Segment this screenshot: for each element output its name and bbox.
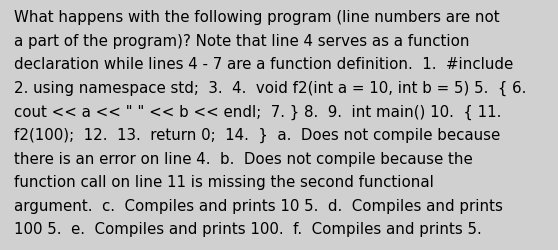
Text: declaration while lines 4 - 7 are a function definition.  1.  #include: declaration while lines 4 - 7 are a func… [14,57,513,72]
Text: 2. using namespace std;  3.  4.  void f2(int a = 10, int b = 5) 5.  { 6.: 2. using namespace std; 3. 4. void f2(in… [14,80,526,96]
Text: function call on line 11 is missing the second functional: function call on line 11 is missing the … [14,174,434,190]
Text: argument.  c.  Compiles and prints 10 5.  d.  Compiles and prints: argument. c. Compiles and prints 10 5. d… [14,198,503,213]
Text: 100 5.  e.  Compiles and prints 100.  f.  Compiles and prints 5.: 100 5. e. Compiles and prints 100. f. Co… [14,222,482,236]
Text: there is an error on line 4.  b.  Does not compile because the: there is an error on line 4. b. Does not… [14,151,473,166]
Text: a part of the program)? Note that line 4 serves as a function: a part of the program)? Note that line 4… [14,34,469,48]
Text: cout << a << " " << b << endl;  7. } 8.  9.  int main() 10.  { 11.: cout << a << " " << b << endl; 7. } 8. 9… [14,104,501,119]
Text: What happens with the following program (line numbers are not: What happens with the following program … [14,10,499,25]
Text: f2(100);  12.  13.  return 0;  14.  }  a.  Does not compile because: f2(100); 12. 13. return 0; 14. } a. Does… [14,128,500,143]
